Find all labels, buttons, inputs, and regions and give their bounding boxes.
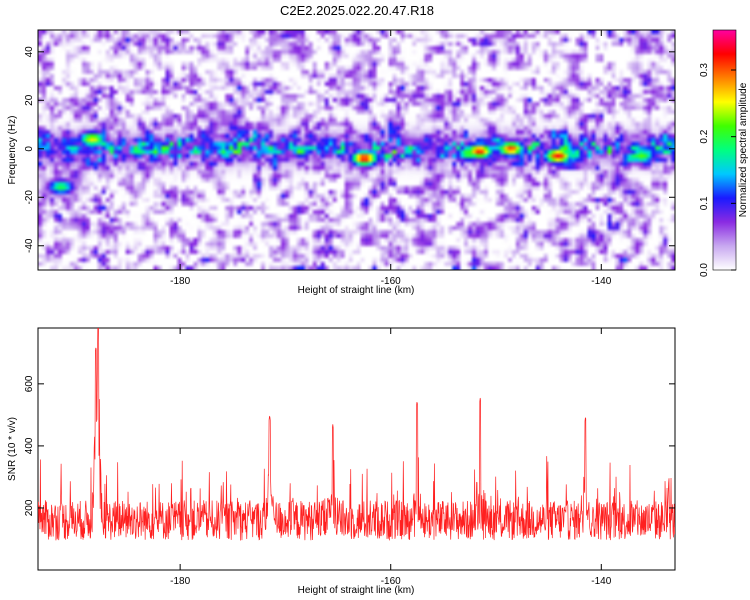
snr-y-tick-label: 200 [24, 499, 35, 516]
snr-y-tick-label: 400 [24, 437, 35, 454]
snr-y-ticks: 200 400 600 [24, 375, 675, 516]
colorbar-tick-label: 0.1 [699, 196, 710, 210]
heatmap-y-ticks: -40 -20 0 20 40 [24, 46, 675, 253]
heatmap-x-tick-label: -160 [381, 276, 401, 287]
heatmap-x-ticks: -180 -160 -140 [170, 30, 612, 287]
colorbar-ticks: 0.0 0.1 0.2 0.3 [699, 63, 736, 277]
snr-y-label: SNR (10 * v/v) [7, 417, 18, 481]
chart-title: C2E2.2025.022.20.47.R18 [280, 3, 434, 18]
heatmap-panel: -180 -160 -140 -40 -20 0 20 40 Height of strai… [7, 29, 676, 296]
snr-x-ticks: -180 -160 -140 [170, 328, 612, 587]
colorbar-tick-label: 0.2 [699, 129, 710, 143]
heatmap-y-tick-label: 40 [24, 46, 35, 58]
snr-panel: -180 -160 -140 200 400 600 Height of straigh… [7, 327, 676, 596]
colorbar-gradient [712, 29, 737, 271]
heatmap-y-label: Frequency (Hz) [7, 116, 18, 185]
heatmap-frame [37, 29, 676, 271]
colorbar-tick-label: 0.0 [699, 263, 710, 277]
heatmap-canvas [38, 30, 675, 270]
snr-x-tick-label: -160 [381, 576, 401, 587]
heatmap-y-tick-label: 20 [24, 94, 35, 106]
heatmap-y-tick-label: -40 [24, 238, 35, 253]
snr-series-line [38, 328, 675, 541]
snr-x-tick-label: -140 [591, 576, 611, 587]
snr-x-tick-label: -180 [170, 576, 190, 587]
heatmap-x-label: Height of straight line (km) [298, 285, 415, 296]
heatmap-y-tick-label: 0 [24, 146, 35, 152]
heatmap-x-tick-label: -140 [591, 276, 611, 287]
heatmap-y-tick-label: -20 [24, 190, 35, 205]
snr-y-tick-label: 600 [24, 375, 35, 392]
snr-x-label: Height of straight line (km) [298, 585, 415, 596]
heatmap-x-tick-label: -180 [170, 276, 190, 287]
colorbar-tick-label: 0.3 [699, 63, 710, 77]
colorbar-label: Normalized spectral amplitude [738, 82, 749, 217]
colorbar: 0.0 0.1 0.2 0.3 Normalized spectral amplitu… [699, 29, 749, 277]
